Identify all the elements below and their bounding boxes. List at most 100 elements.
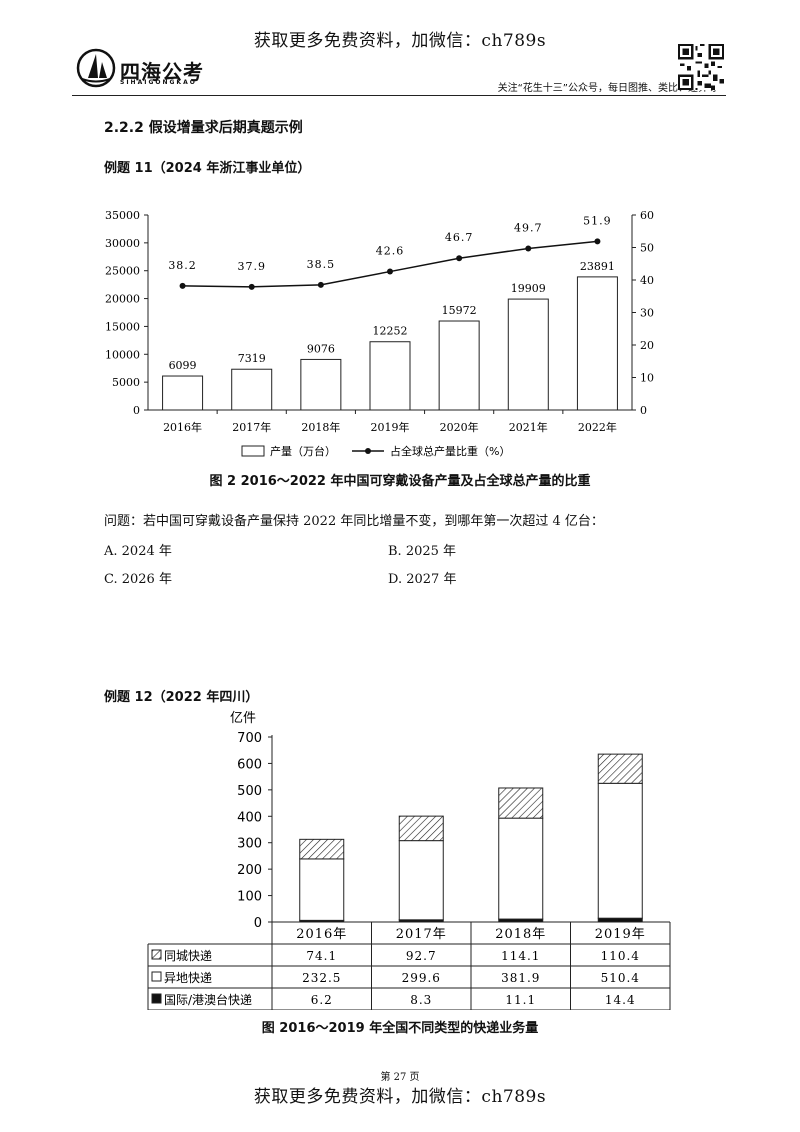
chart1-bar [231,368,273,411]
chart2-row-label: 异地快递 [164,971,212,985]
chart1-x-tick-label: 2020年 [440,420,479,434]
chart1-left-tick-label: 15000 [105,320,140,333]
chart1-bar [300,358,342,411]
example11-caption: 图 2 2016～2022 年中国可穿戴设备产量及占全球总产量的比重 [209,474,591,489]
chart1-right-tick-label: 60 [640,209,654,222]
qr-code-icon [678,44,724,90]
chart1-share-point [456,255,463,262]
chart1-bar [369,341,411,411]
chart2-x-tick-label: 2018年 [495,927,546,942]
chart2-x-tick-label: 2016年 [296,927,347,942]
chart2-table-cell: 11.1 [505,993,536,1007]
section-title: 2.2.2 假设增量求后期真题示例 [104,120,303,136]
chart1-share-label: 38.2 [168,259,197,272]
chart2-table-cell: 114.1 [501,949,540,963]
logo-subtext: SIHAIGONGKAO [120,79,197,86]
chart2-y-tick-label: 400 [237,810,262,825]
chart2-table-cell: 299.6 [402,971,441,985]
chart1-share-point [179,282,186,289]
chart1-x-tick-label: 2016年 [163,420,202,434]
chart2-row-label: 国际/港澳台快递 [164,992,252,1007]
chart1-bar [576,276,618,411]
chart1-right-tick-label: 0 [640,404,647,417]
chart1-right-tick-label: 10 [640,372,654,385]
chart2-y-tick-label: 600 [237,757,262,772]
chart1-bar-label: 23891 [580,260,615,273]
chart1-bar-label: 9076 [307,342,335,355]
chart1-left-tick-label: 10000 [105,348,140,361]
chart2-table-cell: 8.3 [410,993,432,1007]
chart1-bar [438,320,480,411]
chart2-y-tick-label: 200 [237,863,262,878]
page-number: 第 27 页 [380,1072,420,1083]
chart2-bar-segment [398,815,444,842]
chart2-table-cell: 74.1 [306,949,337,963]
chart1-legend-bar-swatch [241,445,265,457]
chart1-share-label: 42.6 [376,245,405,258]
chart2-table-cell: 110.4 [601,949,640,963]
chart1-share-label: 38.5 [307,258,336,271]
header-slogan: 关注“花生十三”公众号，每日图推、类比、速算等 [497,83,718,94]
chart2-table-cell: 6.2 [311,993,333,1007]
chart2-table-cell: 92.7 [406,949,437,963]
chart1-x-tick-label: 2019年 [371,420,410,434]
chart1-bar [162,375,204,411]
chart1-right-tick-label: 30 [640,307,654,320]
sihai-logo-icon [76,48,116,88]
chart1-left-tick-label: 30000 [105,237,140,250]
chart2-bar-segment [597,753,643,784]
chart1-left-tick-label: 25000 [105,265,140,278]
chart2-x-tick-label: 2017年 [396,927,447,942]
chart2-legend-swatch [151,971,162,982]
example12-caption: 图 2016～2019 年全国不同类型的快递业务量 [261,1021,539,1036]
option-b: B. 2025 年 [388,544,457,559]
chart1-right-tick-label: 40 [640,274,654,287]
chart1-legend-bar-label: 产量（万台） [270,444,336,458]
chart2-y-tick-label: 700 [237,731,262,746]
chart-express-volume: 亿件 0 100 200 300 400 500 600 700 2016年 2017年 2018年 2… [147,711,671,1010]
example11-title: 例题 11（2024 年浙江事业单位） [104,161,311,176]
chart1-bar [507,298,549,411]
chart1-left-tick-label: 35000 [105,209,140,222]
example11-question: 问题：若中国可穿戴设备产量保持 2022 年同比增量不变，到哪年第一次超过 4 … [104,514,604,529]
chart2-table-cell: 510.4 [601,971,640,985]
chart2-bar-segment [299,858,345,921]
chart2-x-tick-label: 2019年 [595,927,646,942]
chart2-bar-segment [398,840,444,921]
chart1-x-tick-label: 2021年 [509,420,548,434]
chart1-left-tick-label: 5000 [112,376,140,389]
chart2-legend-swatch [151,949,162,960]
chart1-x-tick-label: 2022年 [578,420,617,434]
option-c: C. 2026 年 [104,572,172,587]
header-rule [72,95,726,96]
chart2-legend-swatch [151,993,162,1004]
chart2-y-tick-label: 300 [237,837,262,852]
chart-wearable-output: 0 5000 10000 15000 20000 25000 30000 35000 0 10 20… [105,209,654,458]
chart2-bar-segment [299,838,345,860]
chart1-bar-label: 6099 [169,359,197,372]
chart2-y-tick-label: 100 [237,890,262,905]
chart2-y-tick-label: 0 [254,916,262,931]
chart1-legend-line-marker [365,448,371,454]
chart1-share-point [594,238,601,245]
chart2-unit-label: 亿件 [230,711,256,726]
chart1-right-tick-label: 20 [640,339,654,352]
top-promo-note: 获取更多免费资料，加微信：ch789s [253,31,547,51]
chart2-table-cell: 381.9 [501,971,540,985]
chart2-row-label: 同城快递 [164,949,212,963]
chart1-right-tick-label: 50 [640,242,654,255]
chart2-y-tick-label: 500 [237,784,262,799]
chart2-bar-segment [597,782,643,919]
chart1-x-tick-label: 2017年 [232,420,271,434]
chart1-bar-label: 7319 [238,352,266,365]
chart1-left-tick-label: 20000 [105,293,140,306]
option-a: A. 2024 年 [104,544,172,559]
option-d: D. 2027 年 [388,572,457,587]
chart1-share-label: 49.7 [514,221,543,234]
chart2-bar-segment [498,817,544,920]
chart1-bar-label: 19909 [511,282,546,295]
chart2-table-cell: 14.4 [605,993,636,1007]
chart1-legend-line-label: 占全球总产量比重（%） [390,444,510,458]
chart1-share-point [525,245,532,252]
chart2-bar-segment [597,917,643,923]
